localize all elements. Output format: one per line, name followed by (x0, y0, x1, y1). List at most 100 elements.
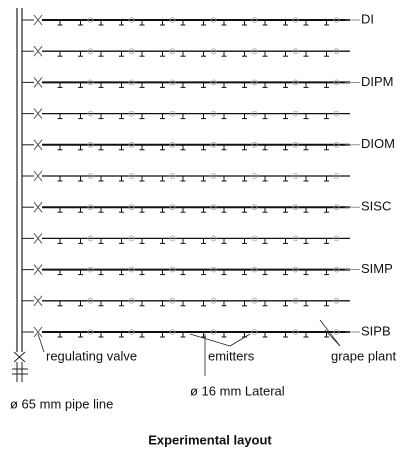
lateral-valve (33, 326, 43, 338)
grape-plant (128, 297, 135, 304)
grape-plant (169, 48, 176, 55)
grape-plant (87, 48, 94, 55)
grape-plant (210, 79, 217, 86)
laterals: DI DIPM DIOM SISC SIMP SIPB (22, 11, 395, 338)
grape-plant (292, 297, 299, 304)
grape-plant (128, 329, 135, 335)
grape-plant (128, 235, 135, 242)
grape-plant (87, 110, 94, 117)
pointers (37, 319, 341, 376)
grape-plant (333, 141, 340, 148)
grape-plant (87, 17, 94, 23)
grape-plant (333, 173, 340, 179)
grape-plant (210, 329, 217, 335)
grape-plant (292, 266, 299, 273)
grape-plant (333, 17, 340, 23)
grape-plant (169, 204, 176, 211)
treatment-label: DI (361, 11, 374, 26)
grape-plant (169, 110, 176, 117)
grape-plant (251, 79, 258, 86)
grape-plant (169, 79, 176, 86)
grape-plant (292, 173, 299, 179)
treatment-label: SIPB (361, 323, 391, 338)
lateral-valve (33, 295, 43, 307)
grape-plant (333, 110, 340, 117)
grape-plant (333, 329, 340, 335)
grape-plant (87, 235, 94, 242)
treatment-label: SISC (361, 199, 391, 214)
lateral-valve (33, 233, 43, 244)
grape-plant (333, 297, 340, 304)
grape-plant (128, 17, 135, 23)
lateral-valve (33, 170, 43, 182)
grape-plant (333, 266, 340, 273)
grape-plant (87, 266, 94, 273)
grape-plant (87, 79, 94, 86)
main-valve (12, 351, 28, 382)
grape-plant (333, 48, 340, 55)
grape-plant (128, 141, 135, 148)
grape-plant (128, 173, 135, 179)
grape-plant (210, 173, 217, 179)
lateral-valve (33, 264, 43, 275)
grape-plant (292, 48, 299, 55)
grape-plant (169, 173, 176, 179)
grape-plant (292, 204, 299, 211)
grape-plant (87, 173, 94, 179)
grape-plant (128, 48, 135, 55)
grape-plant (333, 204, 340, 211)
treatment-label: DIPM (361, 74, 394, 89)
grape-plant (169, 266, 176, 273)
treatment-label: SIMP (361, 261, 393, 276)
grape-plant (251, 48, 258, 55)
grape-plant (210, 17, 217, 23)
lateral-valve (33, 77, 43, 88)
caption: Experimental layout (148, 432, 272, 447)
grape-plant (251, 297, 258, 304)
grape-plant (128, 110, 135, 117)
grape-plant (210, 110, 217, 117)
grape-plant (210, 48, 217, 55)
grape-plant (128, 79, 135, 86)
grape-plant (251, 329, 258, 335)
grape-plant (169, 329, 176, 335)
lateral-valve (33, 201, 43, 213)
grape-plant (251, 110, 258, 117)
valve-label: regulating valve (46, 348, 137, 363)
grape-plant (87, 329, 94, 335)
grape-plant (169, 17, 176, 23)
grape-plant (210, 204, 217, 211)
grape-plant (292, 110, 299, 117)
treatment-label: DIOM (361, 136, 395, 151)
grape-plant (87, 297, 94, 304)
grape-plant (251, 173, 258, 179)
grape-plant (128, 204, 135, 211)
grape-plant (169, 235, 176, 242)
grape-plant (292, 79, 299, 86)
grape-plant (333, 79, 340, 86)
grape-plant (251, 235, 258, 242)
grape-plant (210, 297, 217, 304)
lateral-valve (33, 45, 43, 57)
lateral-valve (33, 139, 43, 151)
grape-plant (251, 204, 258, 211)
grape-plant (210, 266, 217, 273)
grape-plant (87, 204, 94, 211)
grape-plant (251, 266, 258, 273)
grape-plant (292, 141, 299, 148)
main-pipe-label: ø 65 mm pipe line (10, 396, 113, 411)
grape-plant (292, 17, 299, 23)
lateral-valve (33, 108, 43, 119)
emitters-label: emitters (208, 348, 255, 363)
grape-plant (251, 17, 258, 23)
grape-plant (128, 266, 135, 273)
grape-plant (210, 141, 217, 148)
lateral-label: ø 16 mm Lateral (190, 383, 285, 398)
grape-plant (169, 141, 176, 148)
lateral-valve (33, 14, 43, 26)
plant-label: grape plant (331, 348, 396, 363)
grape-plant (210, 235, 217, 242)
grape-plant (251, 141, 258, 148)
grape-plant (87, 141, 94, 148)
